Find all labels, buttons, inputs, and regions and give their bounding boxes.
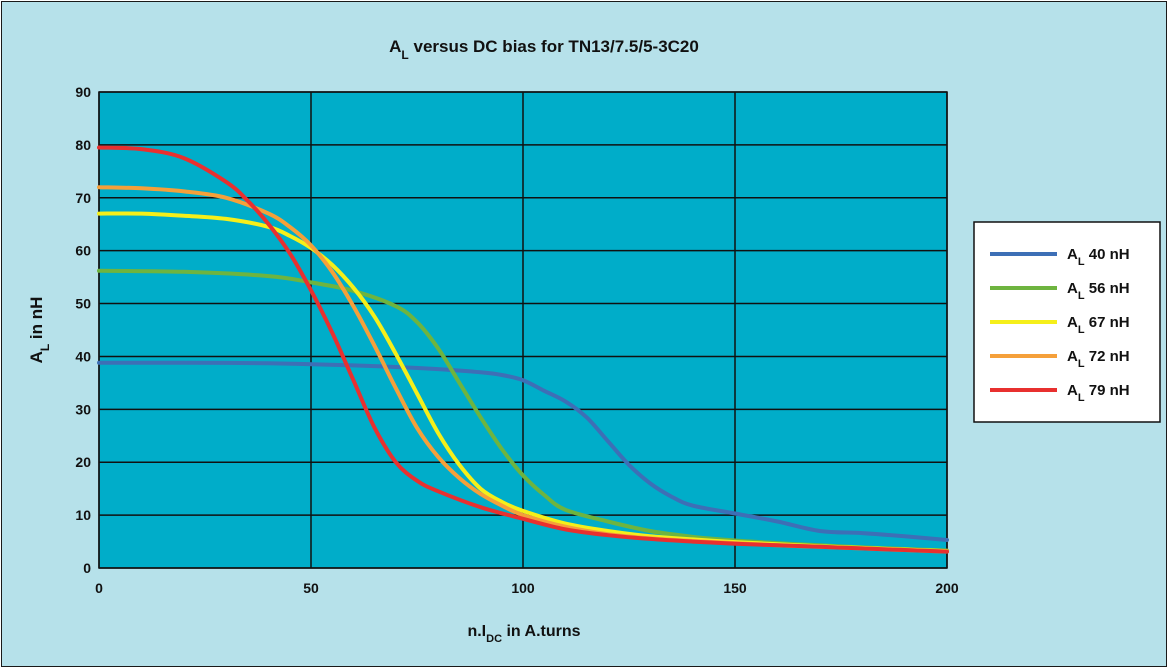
legend-label: AL 67 nH <box>1067 314 1130 336</box>
series-line-1 <box>97 360 949 542</box>
y-tick-label: 50 <box>75 296 91 312</box>
legend-label: AL 79 nH <box>1067 382 1130 404</box>
y-tick-labels: 0 10 20 30 40 50 60 70 80 90 <box>75 84 91 576</box>
series-lines <box>97 145 949 554</box>
legend: AL 40 nH AL 56 nH AL 67 nH AL 72 nH AL 79 nH <box>973 221 1161 423</box>
chart-title: AL versus DC bias for TN13/7.5/5-3C20 <box>389 37 699 62</box>
legend-label: AL 56 nH <box>1067 280 1130 302</box>
legend-label: AL 40 nH <box>1067 246 1130 268</box>
x-tick-label: 150 <box>723 580 747 596</box>
legend-label: AL 72 nH <box>1067 348 1130 370</box>
y-axis-label: AL in nH <box>27 297 52 364</box>
x-tick-label: 50 <box>303 580 319 596</box>
y-tick-label: 90 <box>75 84 91 100</box>
y-tick-label: 40 <box>75 348 91 364</box>
y-tick-label: 70 <box>75 190 91 206</box>
x-axis-label: n.IDC in A.turns <box>467 623 580 645</box>
y-tick-label: 30 <box>75 401 91 417</box>
y-tick-label: 0 <box>83 560 91 576</box>
y-tick-label: 80 <box>75 137 91 153</box>
y-tick-label: 20 <box>75 454 91 470</box>
x-tick-label: 200 <box>935 580 959 596</box>
x-tick-label: 0 <box>95 580 103 596</box>
x-tick-labels: 0 50 100 150 200 <box>95 580 959 596</box>
series-line-5 <box>97 145 949 554</box>
y-tick-label: 10 <box>75 507 91 523</box>
y-tick-label: 60 <box>75 243 91 259</box>
x-tick-label: 100 <box>511 580 535 596</box>
